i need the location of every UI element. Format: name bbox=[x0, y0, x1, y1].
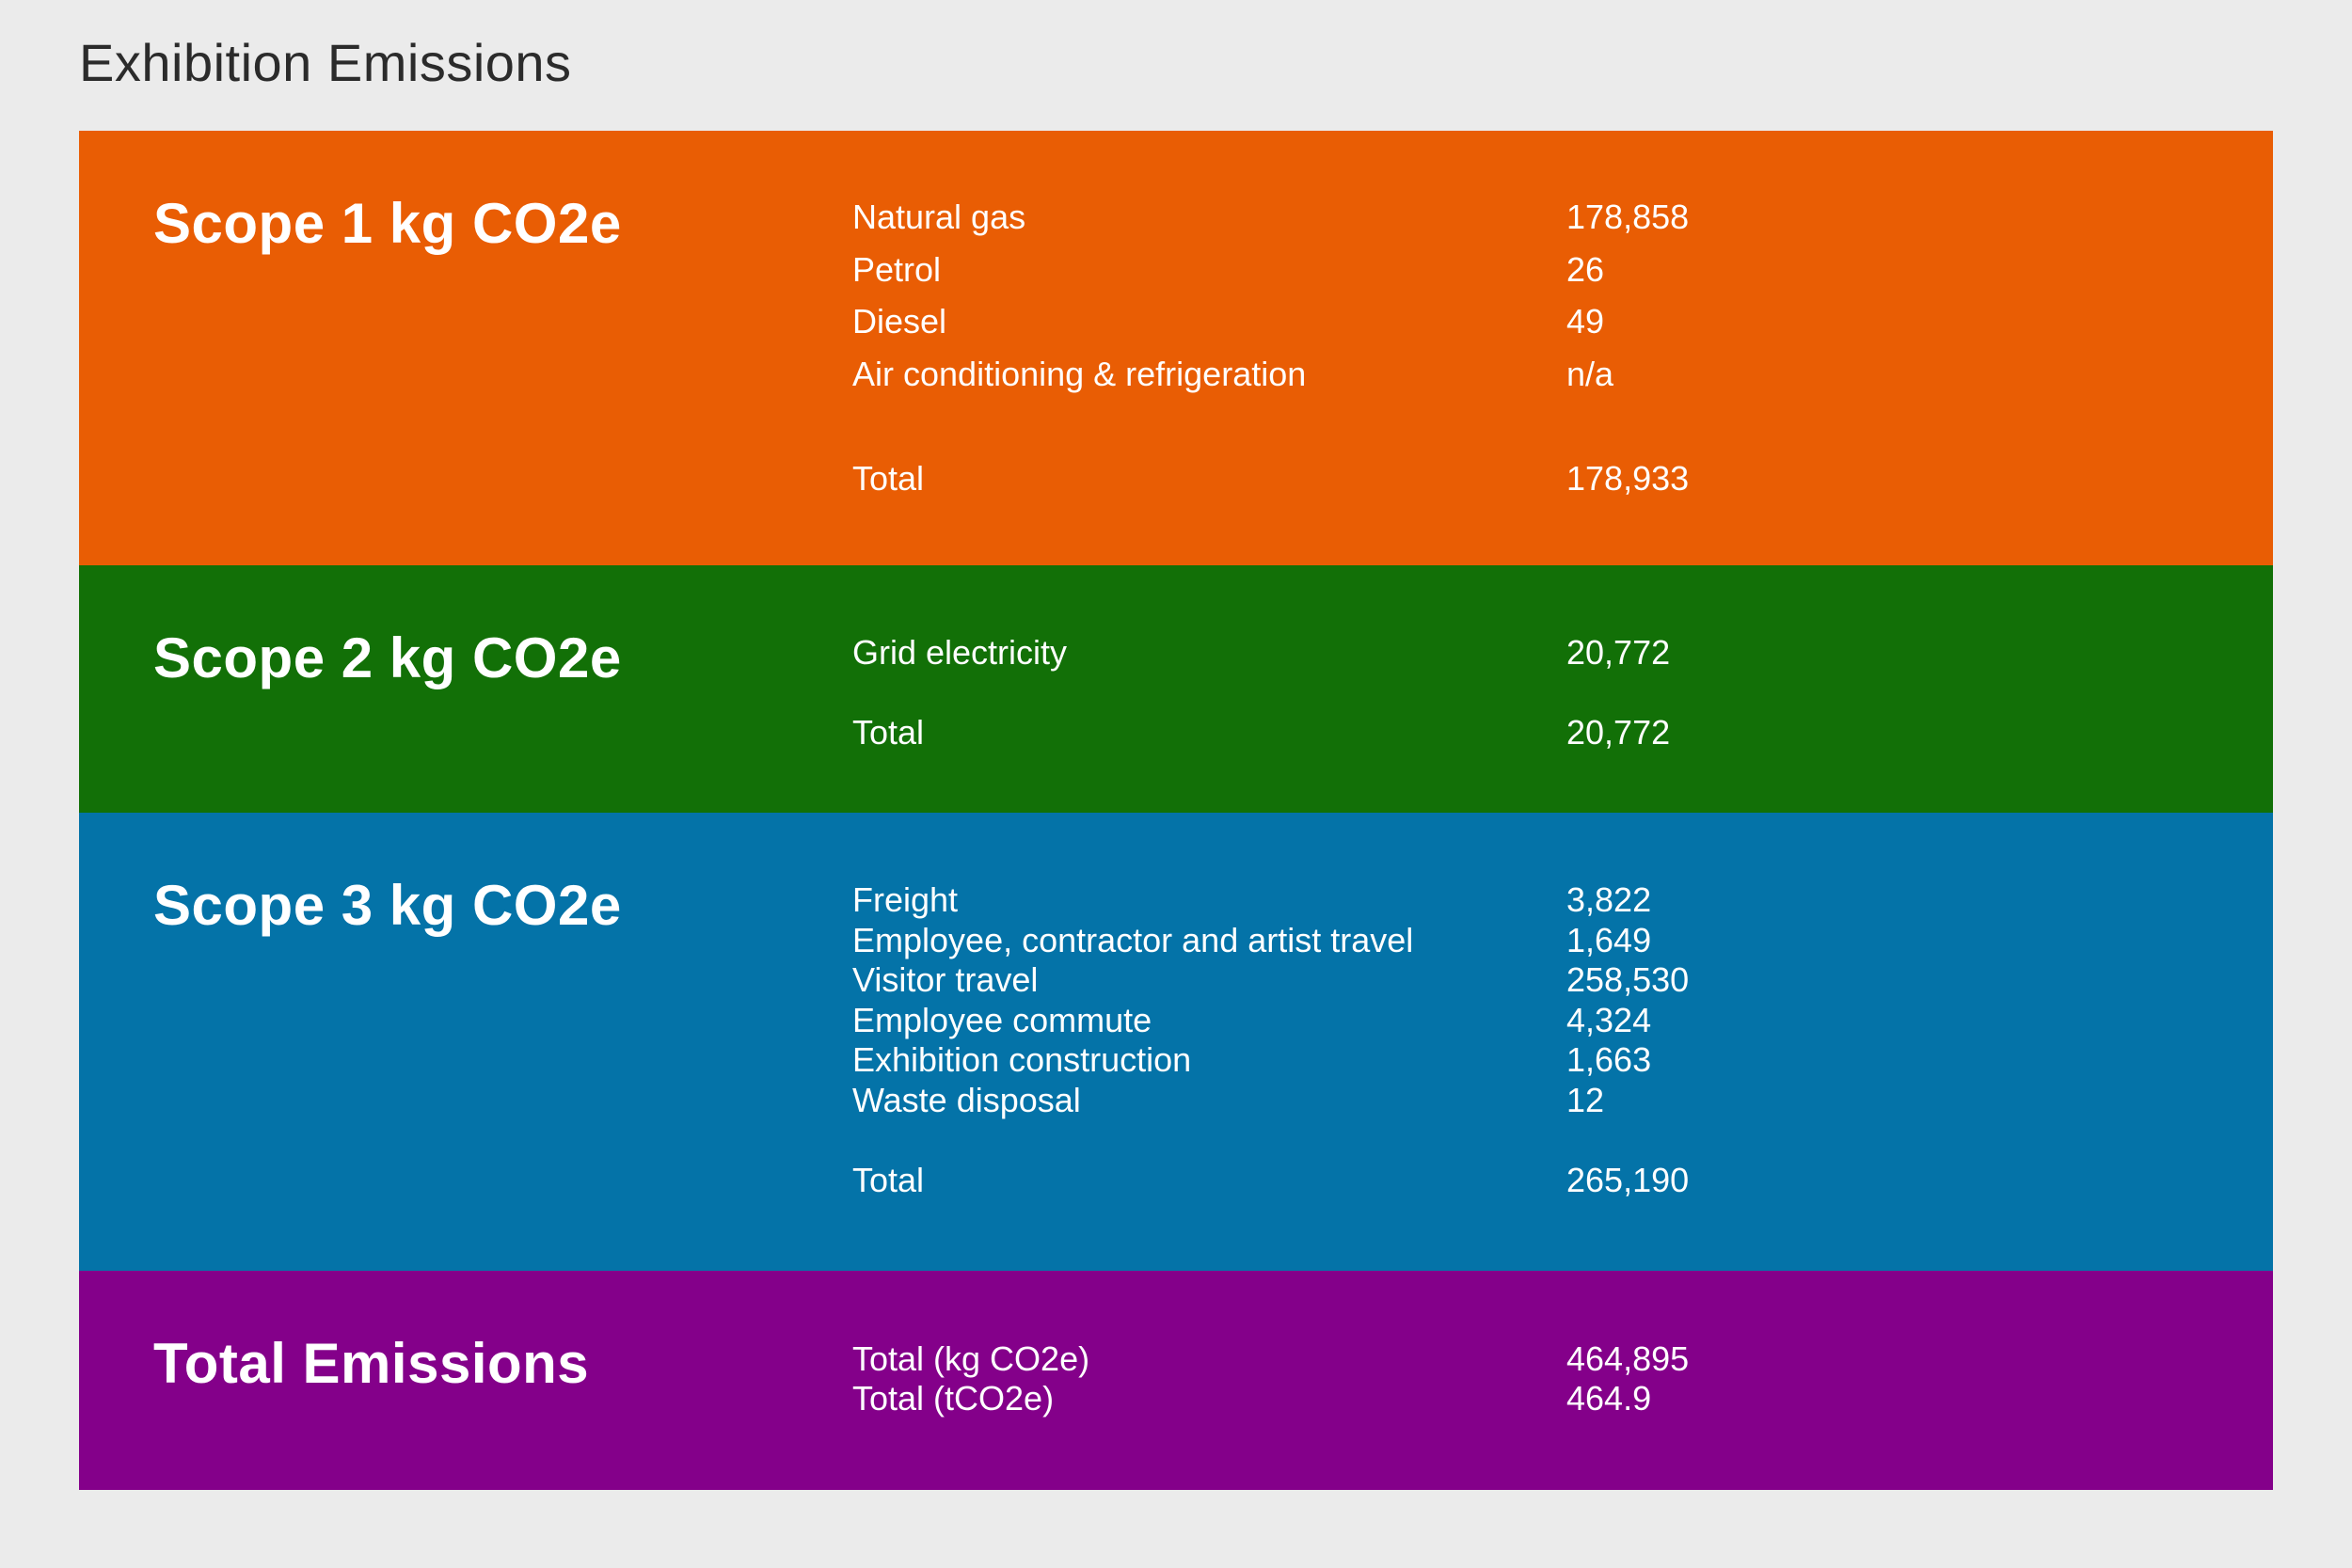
row-label: Employee commute bbox=[852, 1001, 1152, 1039]
row-value: 258,530 bbox=[1566, 960, 1690, 999]
total-row: Total 265,190 bbox=[79, 1160, 2273, 1201]
row-value: 1,663 bbox=[1566, 1040, 1652, 1079]
page-title: Exhibition Emissions bbox=[79, 33, 572, 92]
table-row: Employee commute 4,324 bbox=[79, 1000, 2273, 1041]
table-row: Employee, contractor and artist travel 1… bbox=[79, 920, 2273, 961]
row-value: 49 bbox=[1566, 302, 1605, 341]
row-value: 20,772 bbox=[1566, 633, 1671, 672]
table-row: Petrol 26 bbox=[79, 249, 2273, 291]
row-label: Petrol bbox=[852, 250, 942, 289]
total-label: Total bbox=[852, 459, 925, 498]
table-row: Freight 3,822 bbox=[79, 879, 2273, 921]
table-row: Air conditioning & refrigeration n/a bbox=[79, 354, 2273, 395]
section-heading: Scope 3 kg CO2e bbox=[153, 874, 622, 937]
row-value: 26 bbox=[1566, 250, 1605, 289]
row-value: n/a bbox=[1566, 355, 1614, 393]
row-value: 4,324 bbox=[1566, 1001, 1652, 1039]
section-heading: Scope 1 kg CO2e bbox=[153, 192, 622, 255]
total-value: 20,772 bbox=[1566, 713, 1671, 752]
row-label: Employee, contractor and artist travel bbox=[852, 921, 1414, 959]
table-row: Grid electricity 20,772 bbox=[79, 632, 2273, 673]
total-label: Total bbox=[852, 1161, 925, 1199]
row-value: 178,858 bbox=[1566, 198, 1690, 236]
row-label: Visitor travel bbox=[852, 960, 1039, 999]
row-value: 12 bbox=[1566, 1081, 1605, 1119]
section-heading: Scope 2 kg CO2e bbox=[153, 626, 622, 689]
total-row: Total 20,772 bbox=[79, 712, 2273, 753]
total-emissions-panel: Total Emissions Total (kg CO2e) 464,895 … bbox=[79, 1271, 2273, 1490]
row-value: 464,895 bbox=[1566, 1339, 1690, 1378]
scope-1-panel: Scope 1 kg CO2e Natural gas 178,858 Petr… bbox=[79, 131, 2273, 565]
table-row: Waste disposal 12 bbox=[79, 1080, 2273, 1121]
table-row: Diesel 49 bbox=[79, 301, 2273, 342]
scope-2-panel: Scope 2 kg CO2e Grid electricity 20,772 … bbox=[79, 565, 2273, 813]
total-value: 178,933 bbox=[1566, 459, 1690, 498]
row-value: 3,822 bbox=[1566, 880, 1652, 919]
row-value: 1,649 bbox=[1566, 921, 1652, 959]
total-label: Total bbox=[852, 713, 925, 752]
row-label: Air conditioning & refrigeration bbox=[852, 355, 1307, 393]
row-label: Total (tCO2e) bbox=[852, 1379, 1055, 1418]
table-row: Total (kg CO2e) 464,895 bbox=[79, 1338, 2273, 1380]
table-row: Visitor travel 258,530 bbox=[79, 959, 2273, 1001]
row-label: Waste disposal bbox=[852, 1081, 1081, 1119]
total-row: Total 178,933 bbox=[79, 458, 2273, 499]
table-row: Exhibition construction 1,663 bbox=[79, 1039, 2273, 1081]
total-value: 265,190 bbox=[1566, 1161, 1690, 1199]
row-label: Grid electricity bbox=[852, 633, 1068, 672]
row-label: Diesel bbox=[852, 302, 947, 341]
row-value: 464.9 bbox=[1566, 1379, 1652, 1418]
row-label: Natural gas bbox=[852, 198, 1026, 236]
section-heading: Total Emissions bbox=[153, 1332, 590, 1395]
row-label: Exhibition construction bbox=[852, 1040, 1192, 1079]
table-row: Total (tCO2e) 464.9 bbox=[79, 1378, 2273, 1419]
table-row: Natural gas 178,858 bbox=[79, 197, 2273, 238]
row-label: Total (kg CO2e) bbox=[852, 1339, 1090, 1378]
scope-3-panel: Scope 3 kg CO2e Freight 3,822 Employee, … bbox=[79, 813, 2273, 1271]
row-label: Freight bbox=[852, 880, 959, 919]
